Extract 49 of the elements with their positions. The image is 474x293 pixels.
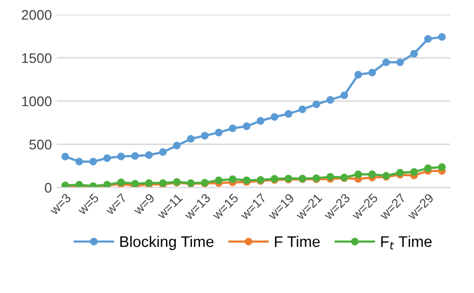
y-tick-label: 1000	[22, 96, 52, 106]
x-tick-label: w=3	[49, 193, 72, 216]
point	[214, 176, 223, 184]
legend-label: Blocking Time	[120, 236, 214, 250]
point	[340, 91, 348, 100]
point	[145, 151, 153, 159]
point	[424, 164, 432, 172]
point	[354, 170, 362, 178]
point	[410, 50, 418, 58]
point	[382, 58, 390, 66]
x-tick-label: w=5	[77, 193, 100, 216]
point	[242, 122, 250, 130]
y-tick-label: 1500	[22, 53, 52, 64]
point	[75, 158, 84, 166]
point	[368, 170, 376, 178]
point	[131, 152, 139, 160]
point	[396, 58, 404, 66]
point	[438, 33, 446, 41]
point	[424, 35, 432, 43]
legend-label: F Time	[275, 236, 320, 248]
point	[61, 152, 70, 160]
y-tick-label: 500	[29, 140, 52, 150]
point	[368, 68, 376, 76]
point	[173, 142, 181, 150]
point	[284, 110, 292, 118]
point	[228, 124, 236, 132]
point	[89, 158, 97, 166]
y-tick-label: 0	[44, 182, 52, 193]
point	[270, 113, 278, 121]
point	[298, 105, 306, 114]
point	[200, 132, 209, 140]
point	[256, 117, 264, 125]
point	[438, 163, 446, 171]
y-tick-label: 2000	[22, 10, 52, 20]
point	[396, 168, 404, 176]
x-tick-label: w=9	[132, 193, 156, 216]
x-tick-label: w=7	[104, 193, 128, 216]
point	[228, 175, 236, 184]
legend-label: F$_{t}$ Time	[381, 236, 432, 250]
point	[312, 100, 320, 108]
point	[214, 128, 223, 136]
point	[103, 154, 111, 162]
point	[326, 96, 334, 104]
point	[410, 168, 418, 176]
point	[159, 148, 167, 156]
point	[326, 172, 334, 181]
point	[354, 70, 362, 78]
point	[186, 135, 195, 143]
point	[117, 152, 125, 160]
